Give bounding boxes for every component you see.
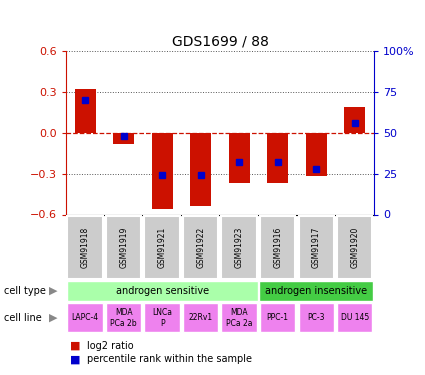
Text: GSM91923: GSM91923 bbox=[235, 226, 244, 268]
Bar bbox=[267, 133, 288, 183]
Text: DU 145: DU 145 bbox=[340, 314, 369, 322]
Text: ■: ■ bbox=[70, 341, 81, 351]
Bar bbox=[344, 107, 366, 133]
Bar bbox=[306, 133, 327, 177]
Bar bbox=[144, 303, 180, 333]
Bar bbox=[221, 216, 257, 279]
Bar bbox=[106, 216, 142, 279]
Bar bbox=[144, 216, 180, 279]
Text: MDA
PCa 2b: MDA PCa 2b bbox=[110, 308, 137, 327]
Bar bbox=[74, 90, 96, 133]
Bar bbox=[190, 133, 211, 206]
Text: GSM91919: GSM91919 bbox=[119, 226, 128, 268]
Bar bbox=[68, 303, 103, 333]
Text: ■: ■ bbox=[70, 354, 81, 364]
Text: ▶: ▶ bbox=[49, 286, 57, 296]
Text: GSM91918: GSM91918 bbox=[81, 226, 90, 268]
Text: percentile rank within the sample: percentile rank within the sample bbox=[87, 354, 252, 364]
Bar bbox=[298, 216, 334, 279]
Bar bbox=[221, 303, 257, 333]
Bar bbox=[106, 303, 142, 333]
Text: GSM91922: GSM91922 bbox=[196, 226, 205, 268]
Text: cell line: cell line bbox=[4, 313, 42, 323]
Bar bbox=[337, 303, 372, 333]
Text: log2 ratio: log2 ratio bbox=[87, 341, 134, 351]
Bar bbox=[259, 281, 373, 301]
Text: cell type: cell type bbox=[4, 286, 46, 296]
Bar bbox=[183, 216, 218, 279]
Text: androgen sensitive: androgen sensitive bbox=[116, 286, 209, 296]
Bar bbox=[68, 216, 103, 279]
Bar bbox=[337, 216, 372, 279]
Bar bbox=[67, 281, 258, 301]
Text: androgen insensitive: androgen insensitive bbox=[265, 286, 367, 296]
Text: PPC-1: PPC-1 bbox=[267, 314, 289, 322]
Text: GSM91921: GSM91921 bbox=[158, 226, 167, 268]
Text: LNCa
P: LNCa P bbox=[152, 308, 172, 327]
Text: GSM91917: GSM91917 bbox=[312, 226, 321, 268]
Text: PC-3: PC-3 bbox=[307, 314, 325, 322]
Bar bbox=[298, 303, 334, 333]
Bar bbox=[183, 303, 218, 333]
Bar bbox=[260, 303, 295, 333]
Bar bbox=[113, 133, 134, 144]
Title: GDS1699 / 88: GDS1699 / 88 bbox=[172, 35, 268, 49]
Bar bbox=[152, 133, 173, 209]
Text: GSM91916: GSM91916 bbox=[273, 226, 282, 268]
Text: MDA
PCa 2a: MDA PCa 2a bbox=[226, 308, 252, 327]
Text: ▶: ▶ bbox=[49, 313, 57, 323]
Bar bbox=[229, 133, 250, 183]
Bar bbox=[260, 216, 295, 279]
Text: GSM91920: GSM91920 bbox=[350, 226, 359, 268]
Text: LAPC-4: LAPC-4 bbox=[71, 314, 99, 322]
Text: 22Rv1: 22Rv1 bbox=[189, 314, 213, 322]
